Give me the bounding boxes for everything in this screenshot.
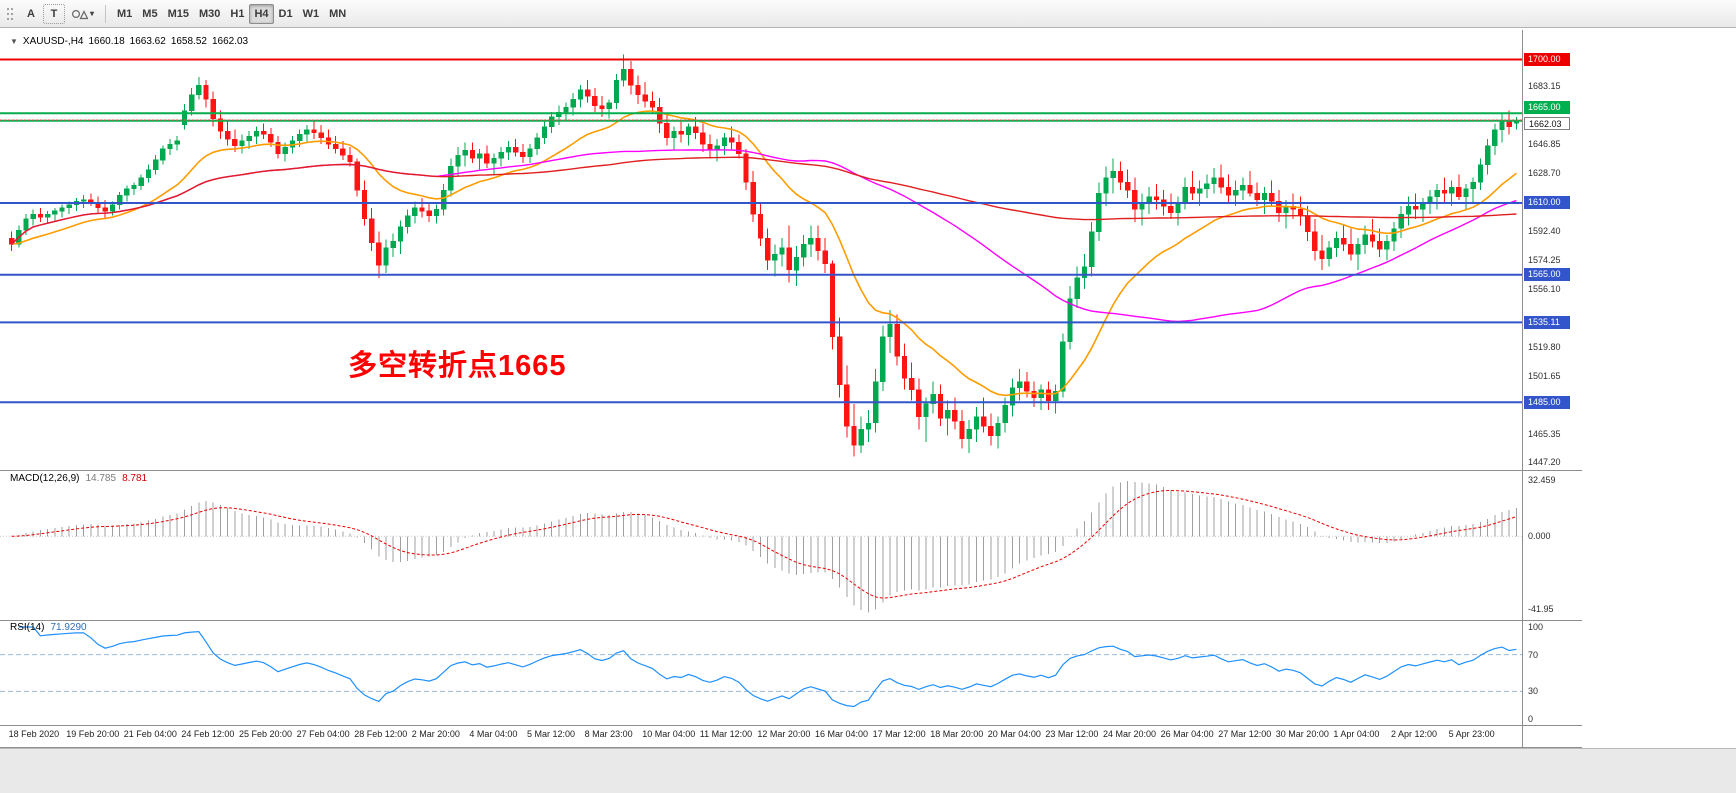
candlestick-series — [8, 54, 1520, 457]
macd-indicator-label: MACD(12,26,9) 14.785 8.781 — [10, 473, 147, 484]
macd-signal-line — [11, 489, 1517, 599]
time-axis-label: 27 Feb 04:00 — [296, 729, 350, 739]
timeframe-button-d1[interactable]: D1 — [274, 4, 298, 24]
timeframe-button-mn[interactable]: MN — [324, 4, 351, 24]
time-axis-label: 19 Feb 20:00 — [66, 729, 120, 739]
one-click-trading-arrow-icon[interactable]: ▼ — [10, 37, 18, 46]
timeframe-button-w1[interactable]: W1 — [298, 4, 325, 24]
price-axis-tick: 1447.20 — [1528, 457, 1561, 468]
time-axis-label: 12 Mar 20:00 — [757, 729, 811, 739]
timeframe-button-m1[interactable]: M1 — [112, 4, 137, 24]
toolbar: A T ▾ M1 M5 M15 M30 H1 H4 D1 W1 MN — [0, 0, 1736, 28]
price-axis-tick: 1574.25 — [1528, 254, 1561, 265]
timeframe-button-m15[interactable]: M15 — [163, 4, 194, 24]
time-axis-label: 11 Mar 12:00 — [699, 729, 753, 739]
shapes-tool-button[interactable]: ▾ — [66, 4, 99, 24]
time-axis-label: 25 Feb 20:00 — [239, 729, 293, 739]
price-axis-tick: 1556.10 — [1528, 283, 1561, 294]
time-axis-label: 1 Apr 04:00 — [1333, 729, 1380, 739]
ohlc-high: 1663.62 — [129, 36, 166, 47]
time-axis-label: 27 Mar 12:00 — [1218, 729, 1272, 739]
time-axis-label: 30 Mar 20:00 — [1275, 729, 1329, 739]
timeframe-button-h1[interactable]: H1 — [225, 4, 249, 24]
price-axis-tick: 1501.65 — [1528, 370, 1561, 381]
time-axis-label: 28 Feb 12:00 — [354, 729, 408, 739]
toolbar-separator — [105, 4, 107, 23]
price-level-label: 1535.11 — [1524, 315, 1570, 329]
rsi-axis-tick: 0 — [1528, 714, 1534, 724]
rsi-axis-tick: 30 — [1528, 686, 1539, 697]
time-axis-label: 23 Mar 12:00 — [1045, 729, 1099, 739]
macd-title: MACD(12,26,9) — [10, 473, 80, 484]
macd-axis-tick: 32.459 — [1528, 475, 1556, 486]
window-bottom-bar — [0, 748, 1736, 793]
ma-line-sma200 — [11, 156, 1517, 245]
time-axis-label: 5 Apr 23:00 — [1448, 729, 1495, 739]
time-axis-label: 8 Mar 23:00 — [584, 729, 633, 739]
price-axis[interactable] — [1524, 30, 1582, 747]
price-level-label: 1665.00 — [1524, 100, 1570, 114]
time-axis-label: 4 Mar 04:00 — [469, 729, 518, 739]
ohlc-open: 1660.18 — [88, 36, 125, 47]
macd-main-value: 14.785 — [85, 473, 117, 484]
time-axis-label: 5 Mar 12:00 — [527, 729, 576, 739]
time-axis-label: 20 Mar 04:00 — [987, 729, 1041, 739]
price-axis-tick: 1683.15 — [1528, 81, 1561, 92]
bid-price-label: 1662.03 — [1524, 117, 1570, 131]
ohlc-close: 1662.03 — [211, 36, 249, 47]
rsi-value: 71.9290 — [50, 622, 87, 633]
time-axis-label: 10 Mar 04:00 — [642, 729, 696, 739]
timeframe-button-h4[interactable]: H4 — [249, 3, 274, 24]
text-label-tool-button[interactable]: A — [20, 4, 42, 24]
timeframe-button-m5[interactable]: M5 — [137, 4, 162, 24]
time-axis-label: 18 Feb 2020 — [8, 729, 60, 739]
time-axis-label: 21 Feb 04:00 — [123, 729, 177, 739]
price-level-label: 1485.00 — [1524, 395, 1570, 409]
time-axis-label: 2 Apr 12:00 — [1391, 729, 1438, 739]
rsi-indicator-label: RSI(14) 71.9290 — [10, 622, 87, 633]
text-frame-tool-button[interactable]: T — [43, 3, 65, 24]
ohlc-low: 1658.52 — [170, 36, 207, 47]
time-axis-label: 26 Mar 04:00 — [1160, 729, 1214, 739]
price-axis-tick: 1465.35 — [1528, 428, 1561, 439]
symbol-period-label: XAUUSD-,H4 — [22, 36, 84, 47]
rsi-title: RSI(14) — [10, 622, 45, 633]
dropdown-caret-icon: ▾ — [90, 9, 95, 18]
time-axis-label: 17 Mar 12:00 — [872, 729, 926, 739]
price-level-label: 1610.00 — [1524, 196, 1570, 210]
chart-header: ▼ XAUUSD-,H4 1660.18 1663.62 1658.52 166… — [10, 36, 248, 48]
macd-axis-tick: -41.95 — [1528, 603, 1554, 614]
price-axis-tick: 1628.70 — [1528, 168, 1561, 179]
rsi-line — [18, 626, 1517, 708]
shapes-icon — [71, 9, 88, 19]
rsi-axis-tick: 70 — [1528, 649, 1539, 660]
price-axis-tick: 1592.40 — [1528, 226, 1561, 237]
price-level-label: 1565.00 — [1524, 268, 1570, 282]
price-level-label: 1700.00 — [1524, 53, 1570, 66]
timeframe-button-m30[interactable]: M30 — [194, 4, 225, 24]
timeframe-group: M1 M5 M15 M30 H1 H4 D1 W1 MN — [112, 3, 351, 24]
macd-signal-value: 8.781 — [122, 473, 148, 484]
time-axis-label: 2 Mar 20:00 — [411, 729, 460, 739]
macd-axis-tick: 0.000 — [1528, 531, 1551, 542]
price-axis-tick: 1519.80 — [1528, 341, 1561, 352]
time-axis-label: 16 Mar 04:00 — [815, 729, 869, 739]
ma-line-ema20 — [11, 110, 1517, 397]
macd-histogram — [18, 480, 1517, 613]
rsi-axis-tick: 100 — [1528, 622, 1544, 632]
time-axis-label: 18 Mar 20:00 — [930, 729, 984, 739]
time-axis-label: 24 Mar 20:00 — [1103, 729, 1157, 739]
time-axis-label: 24 Feb 12:00 — [181, 729, 235, 739]
chart-annotation-text[interactable]: 多空转折点1665 — [348, 350, 567, 382]
grip-dots-icon — [7, 7, 13, 20]
toolbar-drag-handle[interactable] — [5, 6, 15, 22]
price-axis-tick: 1646.85 — [1528, 139, 1561, 150]
